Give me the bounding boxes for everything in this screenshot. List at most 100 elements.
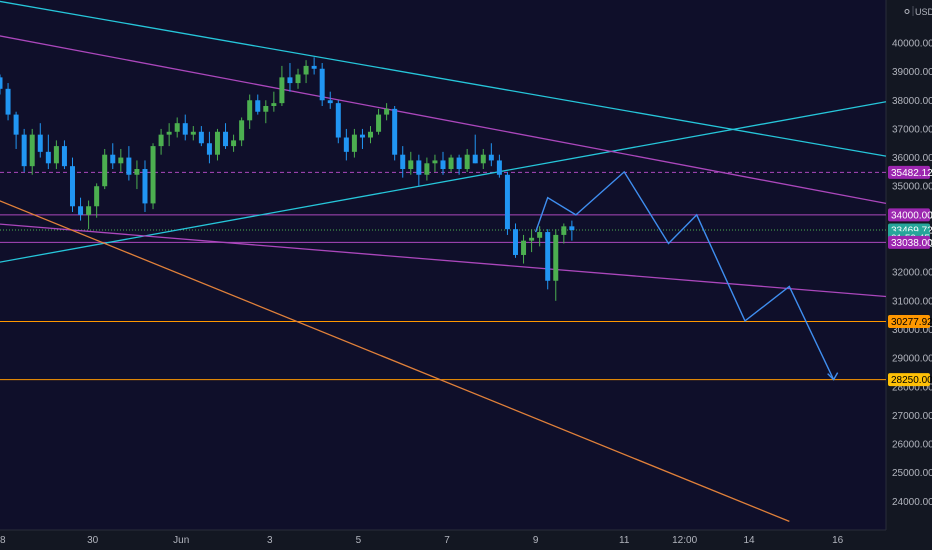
- plot-layer: [0, 0, 886, 523]
- candle-body: [223, 131, 229, 147]
- x-tick-label: Jun: [173, 535, 189, 546]
- x-tick-label: 12:00: [672, 535, 697, 546]
- candle-body: [150, 146, 156, 204]
- plot-area: [0, 0, 886, 530]
- candle-body: [472, 154, 478, 164]
- candle-body: [392, 108, 398, 155]
- candle-body: [206, 143, 212, 155]
- candle-body: [142, 169, 148, 204]
- price-label-badge: [888, 235, 930, 249]
- candle-body: [368, 131, 374, 138]
- trendline: [0, 223, 886, 298]
- candle-body: [13, 114, 19, 135]
- x-tick-label: 5: [356, 535, 362, 546]
- projection-arrowhead: [827, 372, 839, 381]
- candle-body: [569, 226, 575, 231]
- price-label-badge: [888, 373, 930, 387]
- candle-body: [214, 131, 220, 155]
- candle-body: [110, 154, 116, 164]
- price-label-text: 28250.00: [891, 375, 932, 386]
- candle-body: [295, 74, 301, 84]
- y-tick-label: 38000.00: [892, 96, 932, 107]
- candle-body: [0, 77, 3, 89]
- candle-body: [529, 237, 535, 241]
- x-tick-label: 28: [0, 535, 6, 546]
- y-tick-label: 36000.00: [892, 153, 932, 164]
- candle-body: [118, 157, 124, 164]
- y-tick-label: 28000.00: [892, 382, 932, 393]
- y-tick-label: 25000.00: [892, 468, 932, 479]
- y-tick-label: 35000.00: [892, 182, 932, 193]
- y-tick-label: 26000.00: [892, 440, 932, 451]
- candle-body: [496, 160, 502, 175]
- candle-body: [182, 123, 188, 135]
- candle-body: [61, 146, 67, 167]
- candle-body: [174, 123, 180, 132]
- x-tick-label: 16: [832, 535, 844, 546]
- candle-body: [553, 234, 559, 281]
- trendline: [0, 101, 886, 263]
- candle-body: [343, 137, 349, 152]
- candle-body: [231, 140, 237, 147]
- candle-body: [384, 108, 390, 115]
- candle-body: [263, 106, 269, 112]
- candle-body: [279, 77, 285, 104]
- y-tick-label: 37000.00: [892, 124, 932, 135]
- price-label-badge: [888, 165, 930, 179]
- candle-body: [53, 146, 59, 164]
- x-tick-label: 11: [619, 535, 630, 546]
- candle-body: [448, 157, 454, 170]
- x-tick-label: 3: [267, 535, 273, 546]
- candle-body: [408, 160, 414, 170]
- candle-body: [78, 206, 84, 215]
- candle-body: [190, 131, 196, 135]
- x-tick-label: 9: [533, 535, 539, 546]
- candle-body: [5, 88, 11, 115]
- candle-body: [102, 154, 108, 187]
- candle-body: [537, 232, 543, 238]
- candle-body: [512, 229, 518, 255]
- time-axis: [0, 530, 932, 550]
- candle-body: [198, 131, 204, 144]
- y-tick-label: 39000.00: [892, 67, 932, 78]
- candle-body: [29, 134, 35, 167]
- candle-body: [126, 157, 132, 175]
- candle-body: [86, 206, 92, 215]
- candle-body: [464, 154, 470, 170]
- candle-body: [424, 163, 430, 175]
- candle-body: [327, 100, 333, 104]
- candle-body: [521, 240, 527, 255]
- y-tick-label: 24000.00: [892, 497, 932, 508]
- candle-body: [432, 160, 438, 164]
- price-label-text: 35482.12: [891, 168, 932, 179]
- projection-path: [534, 170, 835, 380]
- candle-body: [45, 151, 51, 164]
- candle-body: [335, 103, 341, 138]
- y-tick-label: 40000.00: [892, 38, 932, 49]
- candle-body: [37, 134, 43, 152]
- candle-body: [239, 120, 245, 141]
- candle-body: [376, 114, 382, 132]
- price-label-text: 30277.92: [891, 317, 932, 328]
- candle-body: [400, 154, 406, 170]
- candle-body: [359, 134, 365, 138]
- candle-body: [504, 174, 510, 230]
- candle-body: [166, 131, 172, 135]
- price-label-badge: [888, 314, 930, 328]
- candle-body: [456, 157, 462, 170]
- y-tick-label: 29000.00: [892, 354, 932, 365]
- price-axis: [886, 0, 932, 550]
- y-tick-label: 32000.00: [892, 268, 932, 279]
- price-label-badge: [888, 208, 930, 222]
- y-tick-label: 27000.00: [892, 411, 932, 422]
- trendline: [0, 35, 886, 205]
- candle-body: [319, 68, 325, 101]
- candle-body: [255, 100, 261, 112]
- candle-body: [351, 134, 357, 152]
- candle-body: [271, 103, 277, 106]
- candle-body: [416, 160, 422, 175]
- candle-body: [94, 186, 100, 207]
- candle-body: [561, 226, 567, 235]
